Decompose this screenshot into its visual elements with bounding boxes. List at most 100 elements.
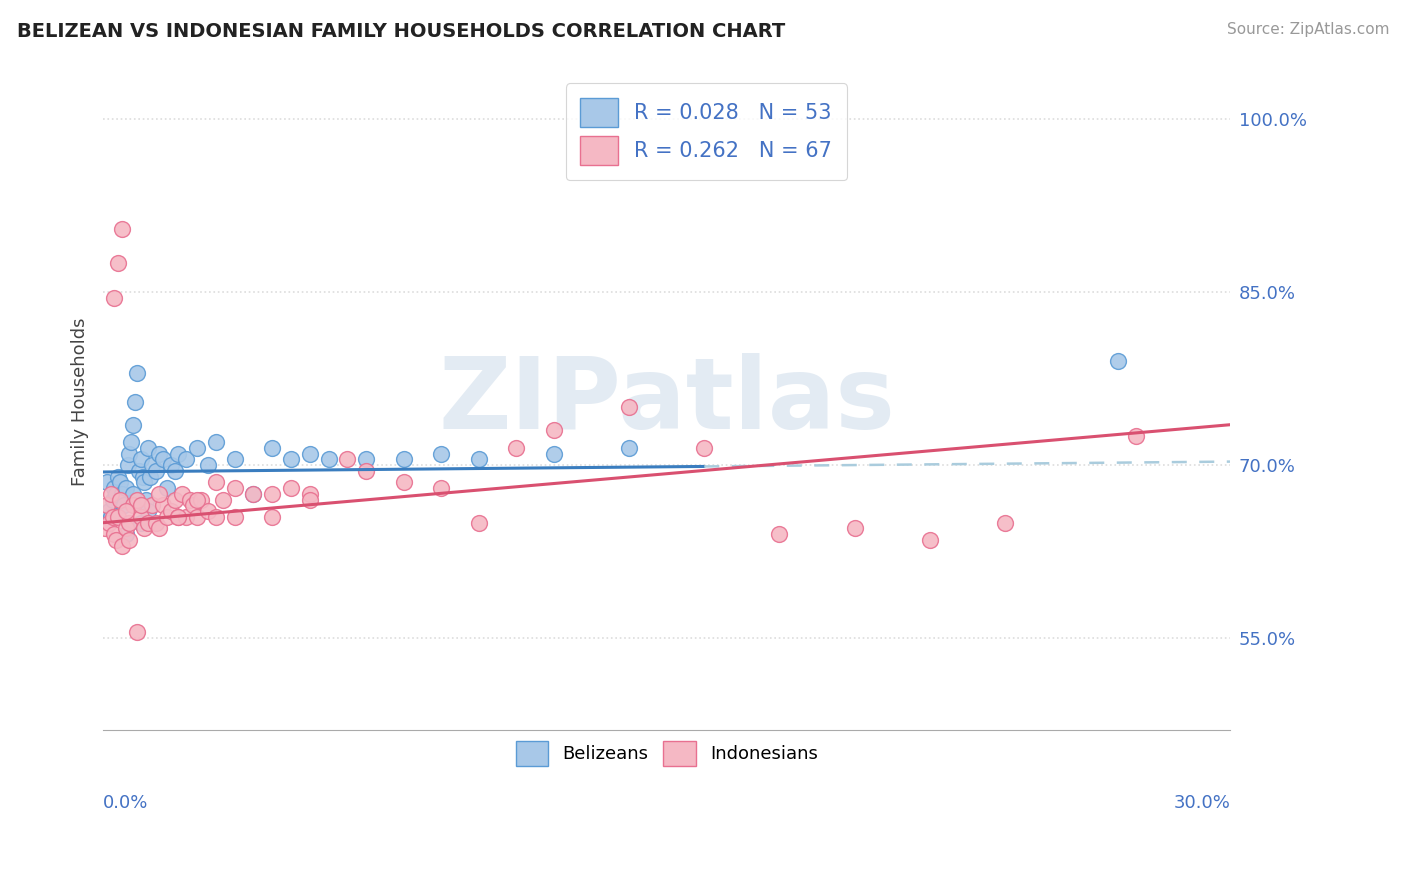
Point <box>205 475 228 490</box>
Point <box>280 452 302 467</box>
Point <box>125 366 148 380</box>
Point <box>100 510 122 524</box>
Text: 30.0%: 30.0% <box>1174 794 1230 812</box>
Point <box>205 435 228 450</box>
Point <box>156 481 179 495</box>
Point <box>114 481 136 495</box>
Point <box>197 504 219 518</box>
Point <box>224 452 246 467</box>
Point <box>159 458 181 472</box>
Point <box>111 221 134 235</box>
Text: Source: ZipAtlas.com: Source: ZipAtlas.com <box>1226 22 1389 37</box>
Point <box>186 492 208 507</box>
Point <box>543 446 565 460</box>
Text: BELIZEAN VS INDONESIAN FAMILY HOUSEHOLDS CORRELATION CHART: BELIZEAN VS INDONESIAN FAMILY HOUSEHOLDS… <box>17 22 785 41</box>
Point <box>112 499 135 513</box>
Point <box>128 464 150 478</box>
Point <box>186 510 208 524</box>
Point <box>167 446 190 460</box>
Point <box>174 452 197 467</box>
Point <box>101 510 124 524</box>
Point <box>114 504 136 518</box>
Point <box>156 510 179 524</box>
Point <box>170 487 193 501</box>
Text: ZIPatlas: ZIPatlas <box>439 353 896 450</box>
Point <box>468 516 491 530</box>
Point <box>163 492 186 507</box>
Point <box>617 441 640 455</box>
Point <box>298 492 321 507</box>
Point <box>129 516 152 530</box>
Point <box>186 441 208 455</box>
Point <box>96 499 118 513</box>
Point <box>392 475 415 490</box>
Point <box>262 487 284 501</box>
Point <box>262 510 284 524</box>
Point <box>1125 429 1147 443</box>
Point <box>298 446 321 460</box>
Point <box>118 516 141 530</box>
Point <box>224 510 246 524</box>
Point <box>111 539 134 553</box>
Point <box>117 458 139 472</box>
Point <box>152 452 174 467</box>
Point <box>205 510 228 524</box>
Point <box>120 435 142 450</box>
Point <box>122 499 145 513</box>
Point <box>125 492 148 507</box>
Point <box>103 481 125 495</box>
Point <box>134 521 156 535</box>
Point <box>430 446 453 460</box>
Point <box>97 516 120 530</box>
Point <box>336 452 359 467</box>
Point <box>141 458 163 472</box>
Text: 0.0%: 0.0% <box>103 794 149 812</box>
Point <box>136 441 159 455</box>
Point <box>94 521 117 535</box>
Point <box>163 464 186 478</box>
Point <box>693 441 716 455</box>
Point <box>468 452 491 467</box>
Point <box>107 256 129 270</box>
Point <box>505 441 527 455</box>
Point <box>617 401 640 415</box>
Point <box>105 533 128 547</box>
Point <box>108 492 131 507</box>
Point <box>148 487 170 501</box>
Point <box>212 492 235 507</box>
Point <box>105 487 128 501</box>
Point <box>103 527 125 541</box>
Point <box>129 510 152 524</box>
Point <box>148 446 170 460</box>
Point <box>114 521 136 535</box>
Point <box>107 469 129 483</box>
Point <box>141 499 163 513</box>
Point <box>139 469 162 483</box>
Point <box>122 487 145 501</box>
Point <box>167 510 190 524</box>
Point <box>136 504 159 518</box>
Point <box>145 516 167 530</box>
Point <box>354 464 377 478</box>
Point <box>768 527 790 541</box>
Point <box>96 475 118 490</box>
Legend: Belizeans, Indonesians: Belizeans, Indonesians <box>505 730 828 777</box>
Point <box>136 516 159 530</box>
Point <box>174 510 197 524</box>
Point <box>129 499 152 513</box>
Point <box>280 481 302 495</box>
Point <box>197 458 219 472</box>
Point <box>167 510 190 524</box>
Y-axis label: Family Households: Family Households <box>72 318 89 486</box>
Point <box>844 521 866 535</box>
Point <box>262 441 284 455</box>
Point <box>114 527 136 541</box>
Point <box>103 291 125 305</box>
Point <box>159 504 181 518</box>
Point <box>125 625 148 640</box>
Point <box>101 492 124 507</box>
Point <box>430 481 453 495</box>
Point <box>181 499 204 513</box>
Point <box>100 487 122 501</box>
Point <box>224 481 246 495</box>
